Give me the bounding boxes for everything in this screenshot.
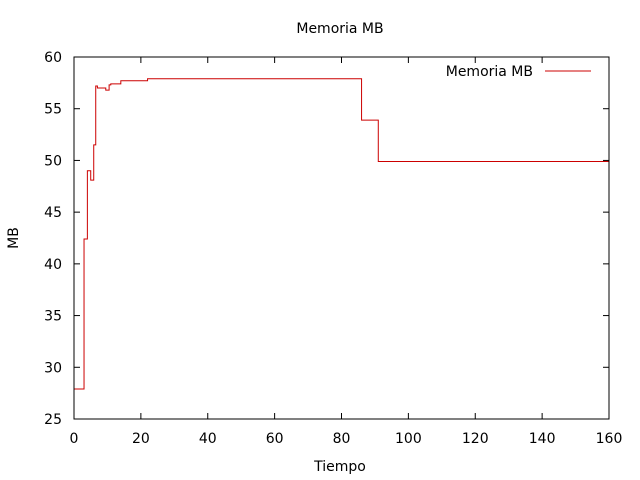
y-tick-label: 50 xyxy=(44,153,62,169)
y-tick-label: 35 xyxy=(44,309,62,325)
x-tick-label: 140 xyxy=(529,431,556,447)
x-tick-label: 80 xyxy=(333,431,351,447)
x-tick-label: 40 xyxy=(199,431,217,447)
x-tick-label: 160 xyxy=(596,431,623,447)
y-tick-label: 60 xyxy=(44,50,62,66)
legend: Memoria MB xyxy=(446,64,591,80)
series-line xyxy=(74,78,609,390)
y-tick-label: 55 xyxy=(44,102,62,118)
plot-border xyxy=(73,56,610,420)
chart-title: Memoria MB xyxy=(296,21,383,37)
x-tick-label: 120 xyxy=(462,431,489,447)
y-tick-label: 40 xyxy=(44,257,62,273)
x-axis: 0 20 40 60 80 100 120 140 160 xyxy=(70,57,623,447)
plot-area xyxy=(74,78,609,390)
y-tick-label: 45 xyxy=(44,205,62,221)
x-tick-label: 20 xyxy=(132,431,150,447)
x-tick-label: 60 xyxy=(266,431,284,447)
x-tick-label: 0 xyxy=(70,431,79,447)
x-axis-label: Tiempo xyxy=(313,459,366,475)
x-tick-label: 100 xyxy=(395,431,422,447)
y-axis: 25 30 35 40 45 50 55 60 xyxy=(44,50,609,428)
y-tick-label: 30 xyxy=(44,360,62,376)
y-axis-label: MB xyxy=(6,227,22,249)
legend-label: Memoria MB xyxy=(446,64,533,80)
y-tick-label: 25 xyxy=(44,412,62,428)
